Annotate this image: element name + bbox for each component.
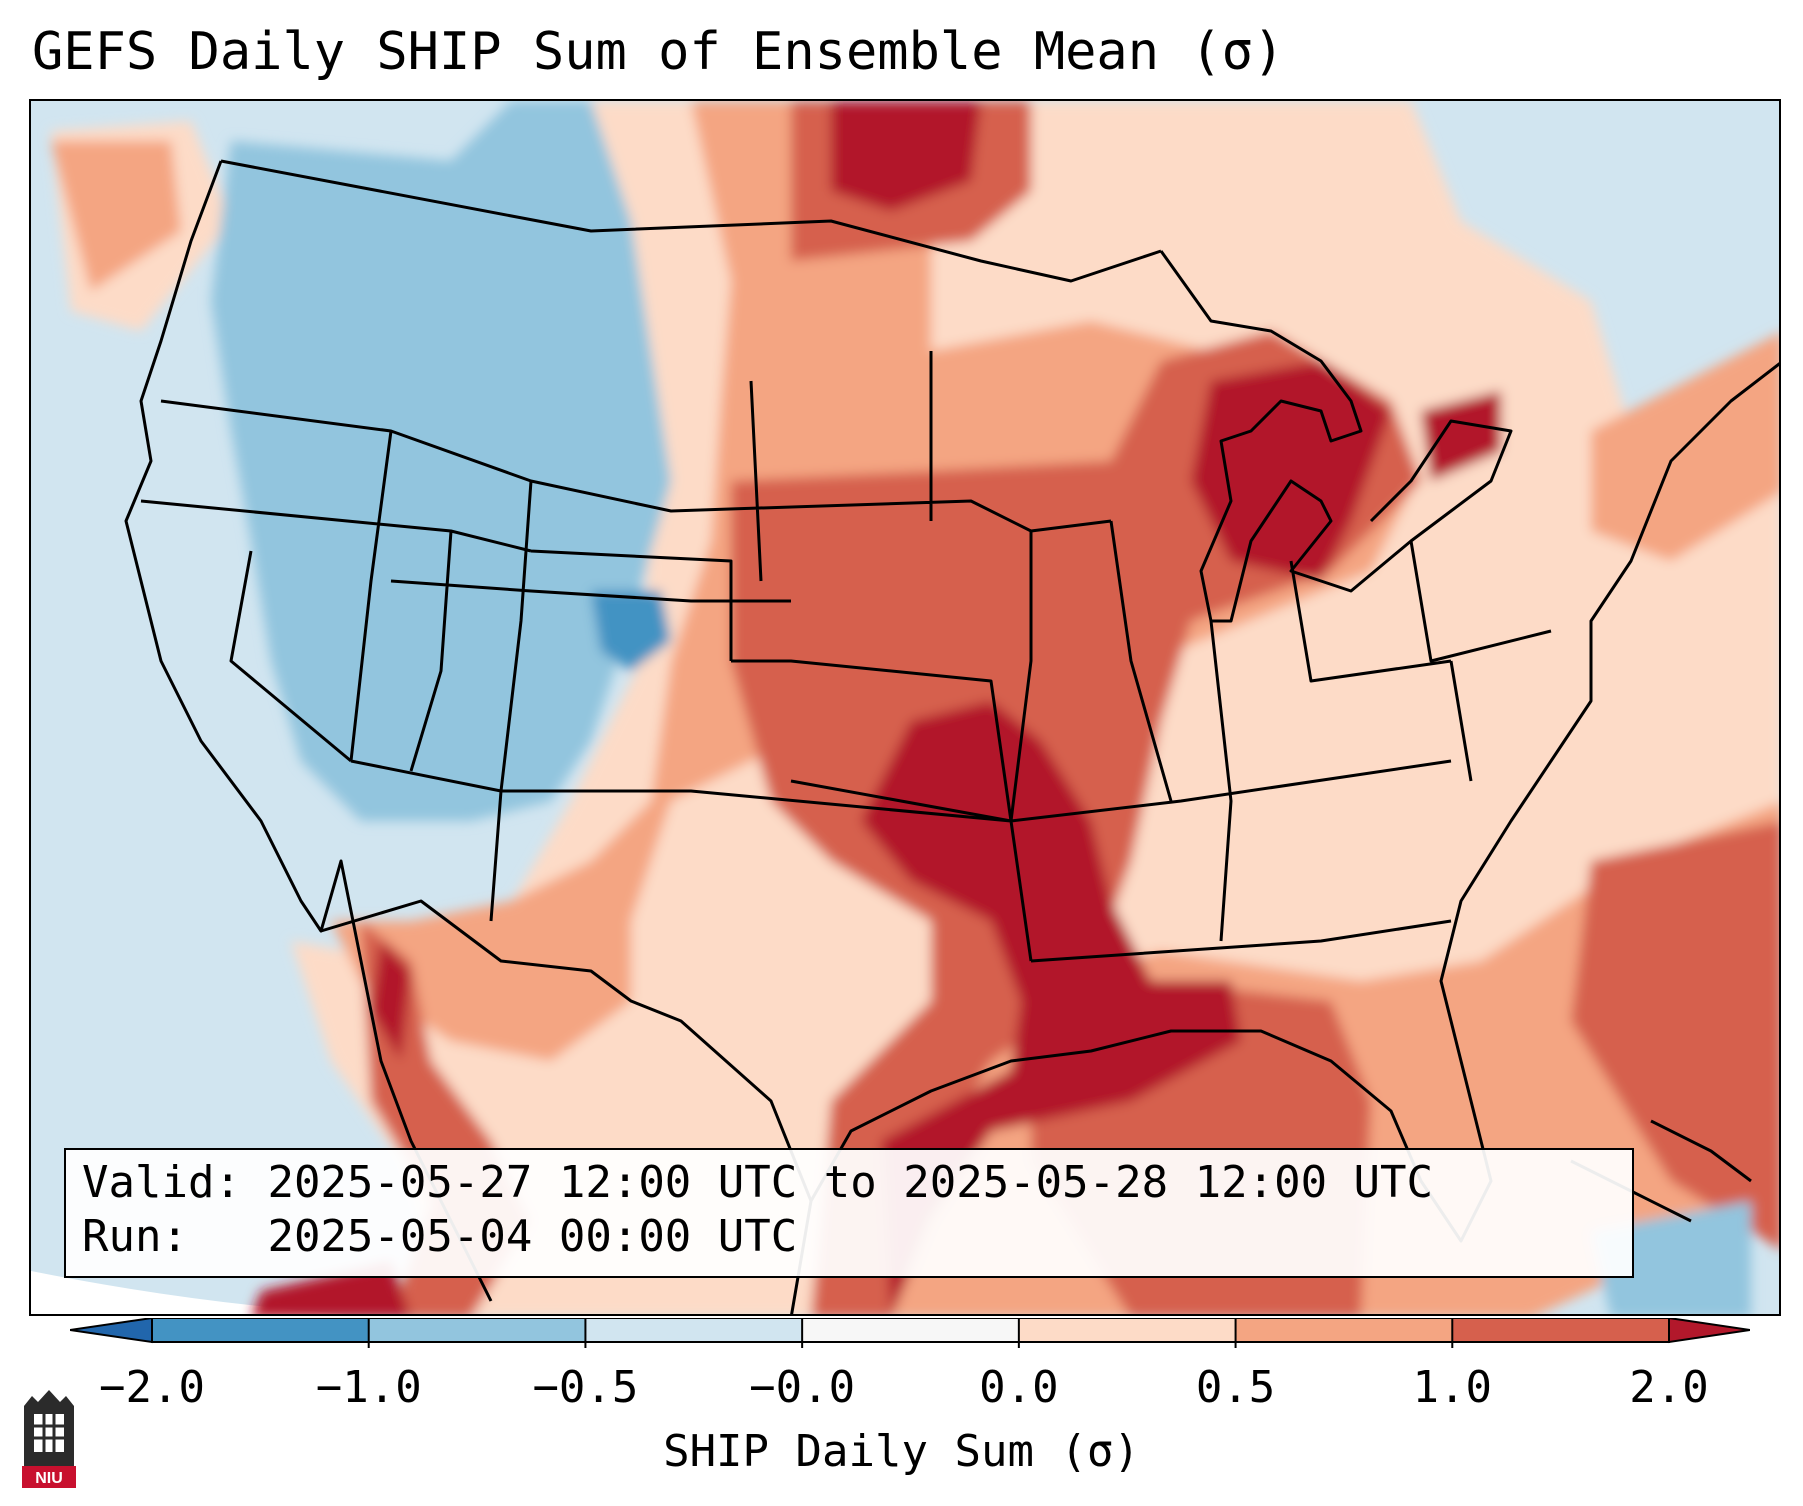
colorbar-segment [802,1318,1019,1342]
map-title: GEFS Daily SHIP Sum of Ensemble Mean (σ) [32,22,1285,82]
colorbar-segments [70,1318,1750,1348]
field-strong-blue [591,591,671,671]
colorbar-tick-label: −2.0 [99,1362,205,1413]
field-dark-red [1421,391,1501,481]
great-lakes [1159,250,1513,623]
map-panel [29,99,1781,1316]
svg-text:NIU: NIU [35,1470,63,1487]
valid-text: 2025-05-27 12:00 UTC to 2025-05-28 12:00… [267,1157,1434,1208]
colorbar-outline [151,1318,1670,1343]
field-dark-red [1191,361,1391,581]
colorbar-tick-label: −1.0 [315,1362,422,1413]
pacific-coastline [124,160,493,1302]
colorbar-extend-high [1668,1318,1750,1344]
colorbar-segment [152,1318,369,1342]
ship-field-map [31,101,1779,1314]
run-row: Run: 2025-05-04 00:00 UTC [82,1210,1632,1264]
colorbar-tick-label: 0.0 [979,1362,1059,1413]
colorbar-tick-label: −0.0 [749,1362,856,1413]
run-text: 2025-05-04 00:00 UTC [267,1211,798,1262]
field-dark-red [371,941,411,1061]
colorbar-segment [368,1318,586,1342]
run-label: Run: [82,1211,188,1262]
state-borders [140,351,1552,963]
colorbar-segment [585,1318,803,1342]
us-canada-border [220,159,1162,283]
colorbar-tick-label: 1.0 [1412,1362,1493,1413]
colorbar-tick-label: 0.5 [1195,1362,1276,1413]
valid-run-info-box: Valid: 2025-05-27 12:00 UTC to 2025-05-2… [64,1148,1634,1278]
colorbar [70,1318,1750,1348]
field-salmon [51,141,181,291]
colorbar-segment [1452,1318,1669,1342]
us-mexico-border [320,899,813,1202]
field-dark-red [831,101,981,211]
colorbar-segment [1018,1318,1236,1342]
valid-label: Valid: [82,1157,241,1208]
outside-domain [31,1271,348,1314]
field-red [1571,821,1779,1249]
colorbar-segment [1235,1318,1453,1342]
valid-row: Valid: 2025-05-27 12:00 UTC to 2025-05-2… [82,1156,1632,1210]
colorbar-tick-label: −0.5 [532,1362,639,1413]
colorbar-extend-low [70,1318,153,1344]
colorbar-label: SHIP Daily Sum (σ) [663,1426,1140,1477]
colorbar-tick-label: 2.0 [1629,1362,1709,1413]
field-medium-blue [211,101,671,821]
niu-logo: NIU [22,1390,76,1488]
